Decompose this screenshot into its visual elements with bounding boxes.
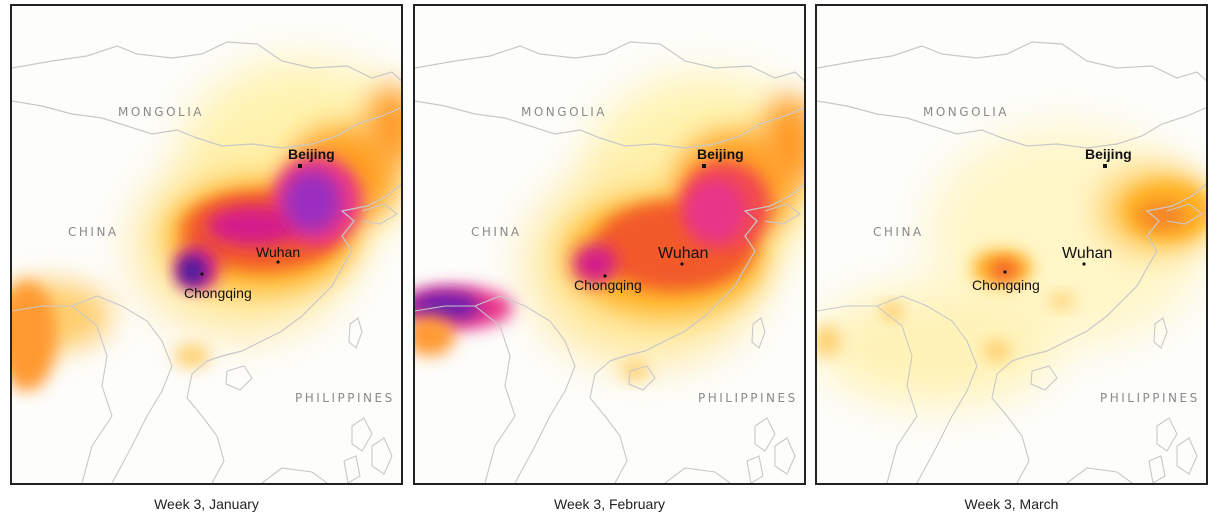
chongqing-marker [603,274,607,278]
heatmap-layer [12,61,401,391]
wuhan-marker [680,262,684,266]
label-chongqing: Chongqing [972,277,1040,293]
label-philippines: PHILIPPINES [1100,391,1200,405]
map-march: MONGOLIA CHINA PHILIPPINES Beijing Wuhan… [817,6,1206,483]
map-panel-february: MONGOLIA CHINA PHILIPPINES Beijing Wuhan… [413,4,806,485]
beijing-marker [1103,164,1107,168]
label-china: CHINA [873,225,924,239]
caption-march: Week 3, March [964,496,1059,512]
beijing-marker [702,164,706,168]
label-china: CHINA [68,225,119,239]
label-philippines: PHILIPPINES [295,391,395,405]
heatmap-layer [817,126,1206,406]
label-mongolia: MONGOLIA [521,105,607,119]
label-chongqing: Chongqing [184,285,252,301]
wuhan-marker [1082,262,1086,266]
caption-february: Week 3, February [553,496,665,512]
label-wuhan: Wuhan [256,244,300,260]
beijing-marker [298,164,302,168]
map-february: MONGOLIA CHINA PHILIPPINES Beijing Wuhan… [415,6,804,483]
label-chongqing: Chongqing [574,277,642,293]
label-beijing: Beijing [697,146,744,162]
label-beijing: Beijing [1085,146,1132,162]
caption-january: Week 3, January [154,496,259,512]
label-china: CHINA [471,225,522,239]
wuhan-marker [276,260,280,264]
label-mongolia: MONGOLIA [923,105,1009,119]
chongqing-marker [1003,270,1007,274]
label-philippines: PHILIPPINES [698,391,798,405]
label-wuhan: Wuhan [658,245,708,262]
label-mongolia: MONGOLIA [118,105,204,119]
label-beijing: Beijing [288,146,335,162]
chongqing-marker [200,272,204,276]
label-wuhan: Wuhan [1062,245,1112,262]
map-panel-january: MONGOLIA CHINA PHILIPPINES Beijing Wuhan… [10,4,403,485]
map-january: MONGOLIA CHINA PHILIPPINES Beijing Wuhan… [12,6,401,483]
map-panel-march: MONGOLIA CHINA PHILIPPINES Beijing Wuhan… [815,4,1208,485]
